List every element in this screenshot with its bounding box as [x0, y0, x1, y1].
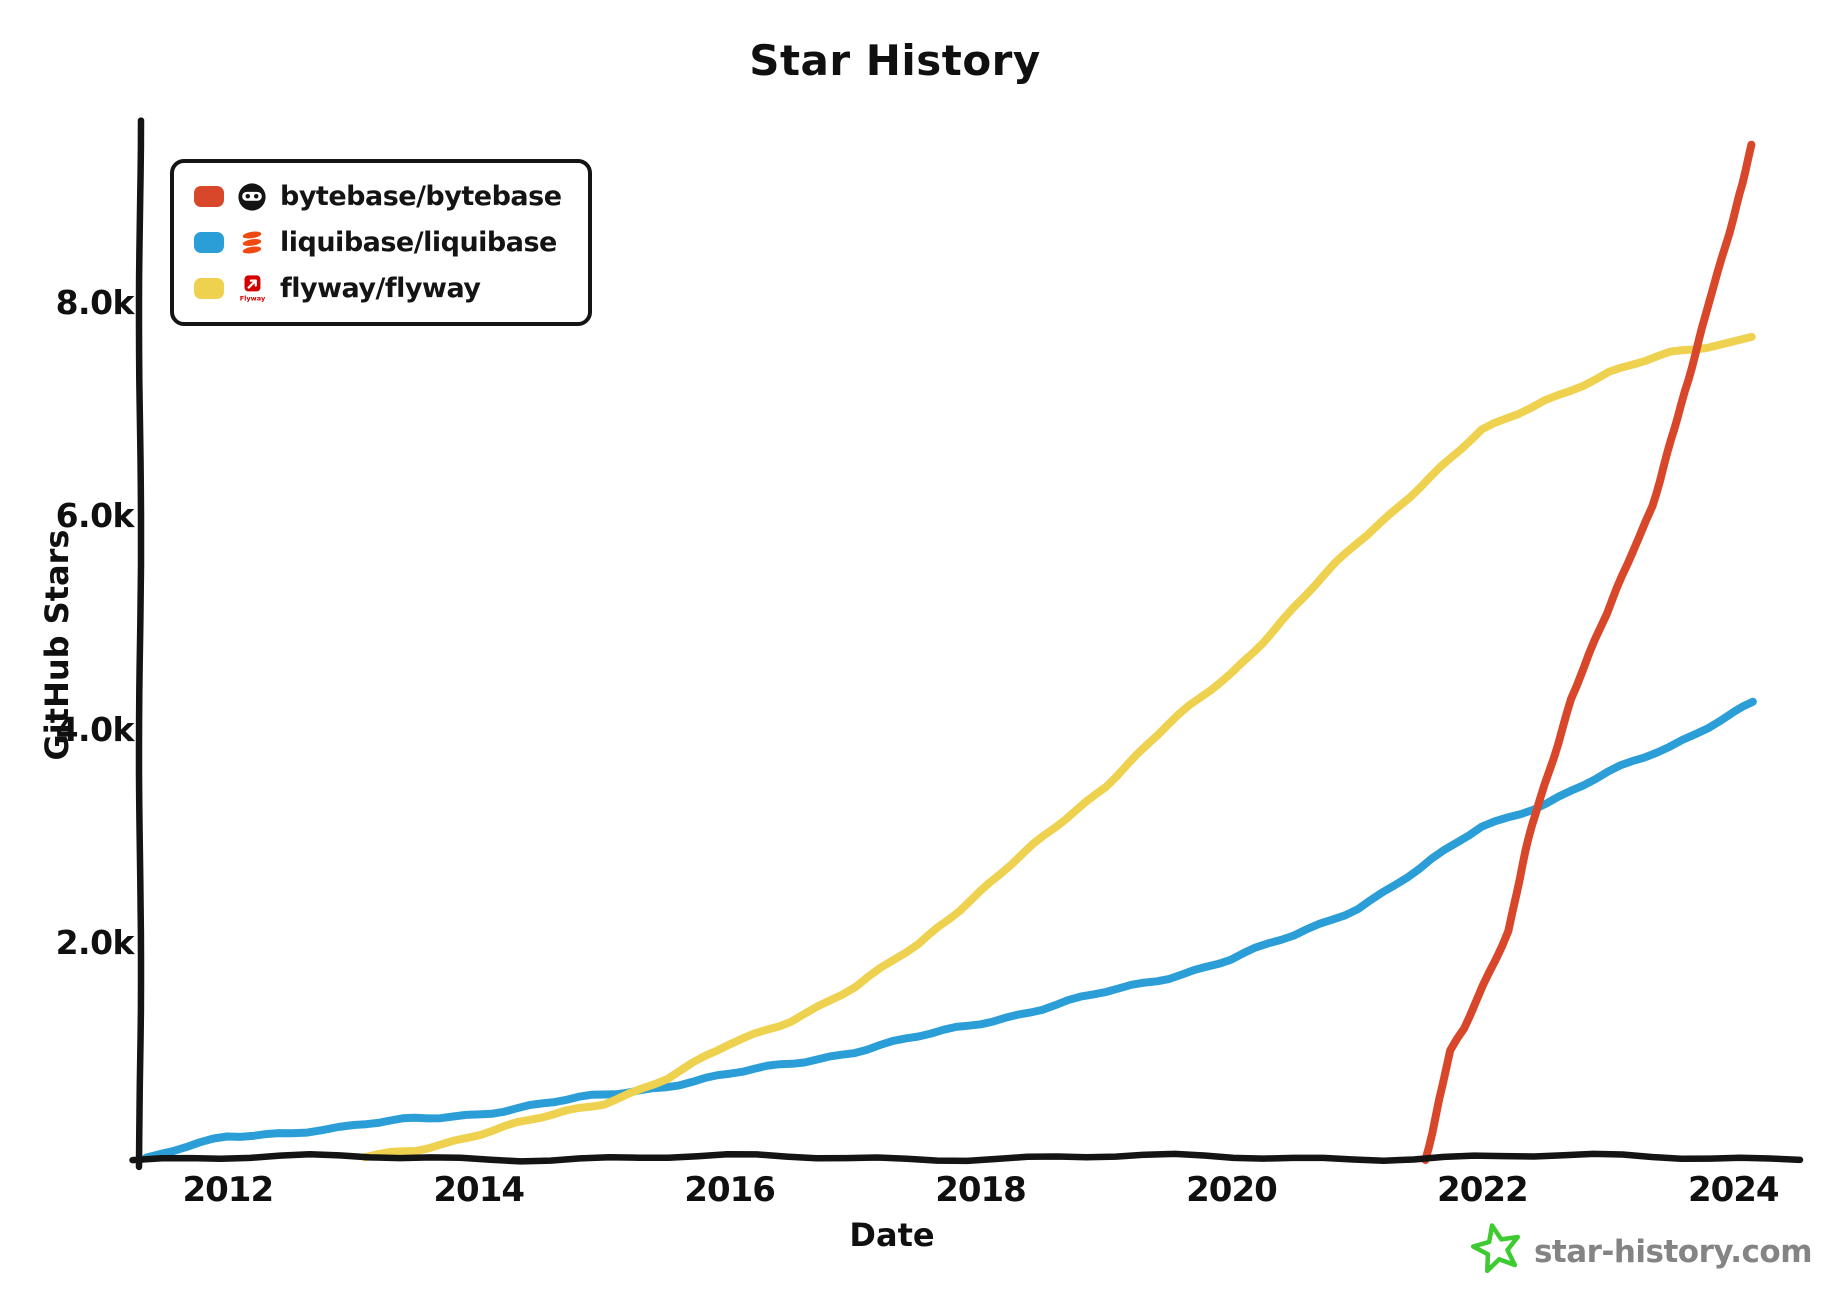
- series-line-liquibase: [142, 697, 1757, 1162]
- star-history-star-icon: [1470, 1222, 1524, 1282]
- legend-item-liquibase: liquibase/liquibase: [194, 220, 562, 265]
- watermark-site-text: star-history.com: [1533, 1234, 1813, 1270]
- series-line-bytebase: [1421, 140, 1756, 1164]
- series-line-flyway: [361, 332, 1756, 1162]
- legend-label-bytebase: bytebase/bytebase: [280, 181, 562, 212]
- bytebase-logo-icon: [237, 182, 267, 212]
- liquibase-logo-icon: [237, 228, 267, 258]
- chart-legend: bytebase/bytebase liquibase/liquibase Fl…: [170, 159, 592, 326]
- x-axis-title: Date: [849, 1216, 935, 1254]
- axes: [129, 117, 1804, 1171]
- flyway-color-swatch: [194, 278, 224, 299]
- y-tick-6.0k: 6.0k: [55, 496, 135, 536]
- x-tick-2012: 2012: [182, 1170, 274, 1210]
- legend-item-flyway: Flyway flyway/flyway: [194, 266, 562, 311]
- x-tick-2020: 2020: [1186, 1170, 1278, 1210]
- legend-label-liquibase: liquibase/liquibase: [280, 227, 557, 258]
- watermark: star-history.com: [1470, 1222, 1813, 1282]
- legend-item-bytebase: bytebase/bytebase: [194, 174, 562, 219]
- x-tick-2022: 2022: [1437, 1170, 1529, 1210]
- y-tick-4.0k: 4.0k: [55, 709, 135, 749]
- y-axis-line: [135, 117, 145, 1171]
- series-lines: [142, 140, 1757, 1164]
- x-tick-2018: 2018: [935, 1170, 1027, 1210]
- x-axis-line: [129, 1150, 1804, 1165]
- chart-title: Star History: [749, 36, 1041, 85]
- x-tick-2024: 2024: [1687, 1170, 1780, 1210]
- flyway-logo-icon: Flyway: [237, 274, 267, 304]
- x-tick-2016: 2016: [684, 1170, 776, 1210]
- bytebase-color-swatch: [194, 186, 224, 207]
- liquibase-color-swatch: [194, 232, 224, 253]
- legend-label-flyway: flyway/flyway: [280, 273, 481, 304]
- y-tick-2.0k: 2.0k: [55, 923, 135, 963]
- x-tick-2014: 2014: [433, 1170, 525, 1210]
- y-tick-8.0k: 8.0k: [55, 282, 135, 322]
- flyway-wordmark: Flyway: [240, 294, 266, 302]
